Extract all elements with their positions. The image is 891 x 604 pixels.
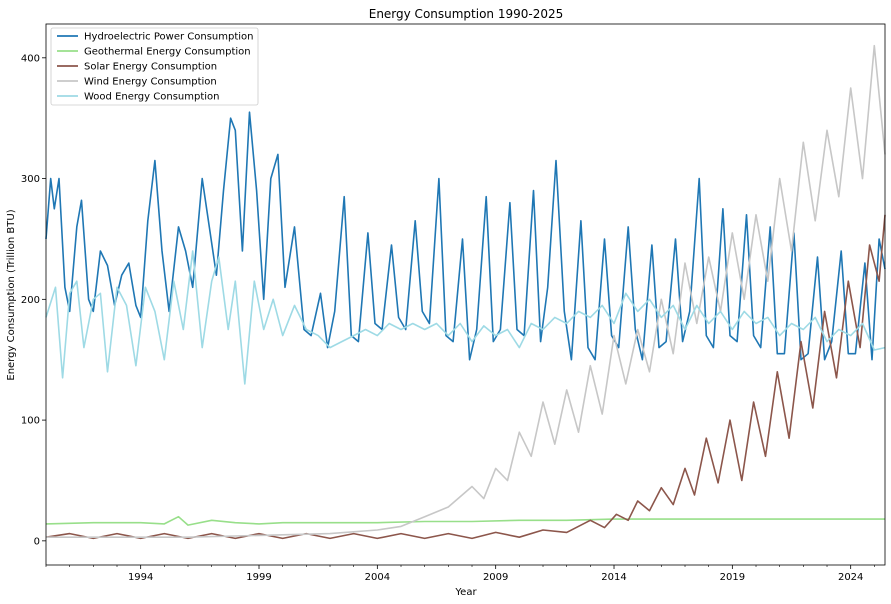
y-tick-label: 200 (21, 295, 40, 306)
legend-label: Wind Energy Consumption (84, 77, 217, 88)
legend-box (50, 27, 259, 106)
plot-frame (45, 23, 886, 566)
x-axis-label: Year (454, 587, 477, 598)
legend-label: Hydroelectric Power Consumption (84, 32, 254, 43)
series-line-5 (45, 250, 886, 385)
x-tick-label: 2024 (838, 572, 863, 583)
x-tick-label: 2004 (365, 572, 390, 583)
x-tick-label: 1994 (128, 572, 153, 583)
x-tick-label: 2014 (601, 572, 626, 583)
y-tick-label: 100 (21, 416, 40, 427)
y-tick-label: 400 (21, 53, 40, 64)
x-tick-label: 1999 (246, 572, 271, 583)
chart-title: Energy Consumption 1990-2025 (369, 7, 564, 21)
series-line-3 (45, 214, 886, 540)
y-axis-label: Energy Consumption (Trillion BTU) (6, 209, 17, 380)
legend-label: Wood Energy Consumption (84, 92, 219, 103)
x-tick-label: 2009 (483, 572, 508, 583)
series-line-4 (46, 44, 886, 538)
plot-lines (45, 44, 886, 540)
legend-label: Solar Energy Consumption (84, 62, 217, 73)
y-tick-label: 300 (21, 174, 40, 185)
x-tick-label: 2019 (720, 572, 745, 583)
x-axis-ticks: 1994 1999 2004 2009 2014 2019 2024 (45, 565, 875, 583)
y-tick-label: 0 (34, 536, 40, 547)
chart-legend: Hydroelectric Power Consumption Geotherma… (50, 27, 259, 106)
legend-label: Geothermal Energy Consumption (84, 47, 251, 58)
series-line-2 (45, 515, 885, 526)
y-axis-ticks: 0 100 200 300 400 (21, 53, 46, 547)
series-line-1 (45, 111, 886, 361)
